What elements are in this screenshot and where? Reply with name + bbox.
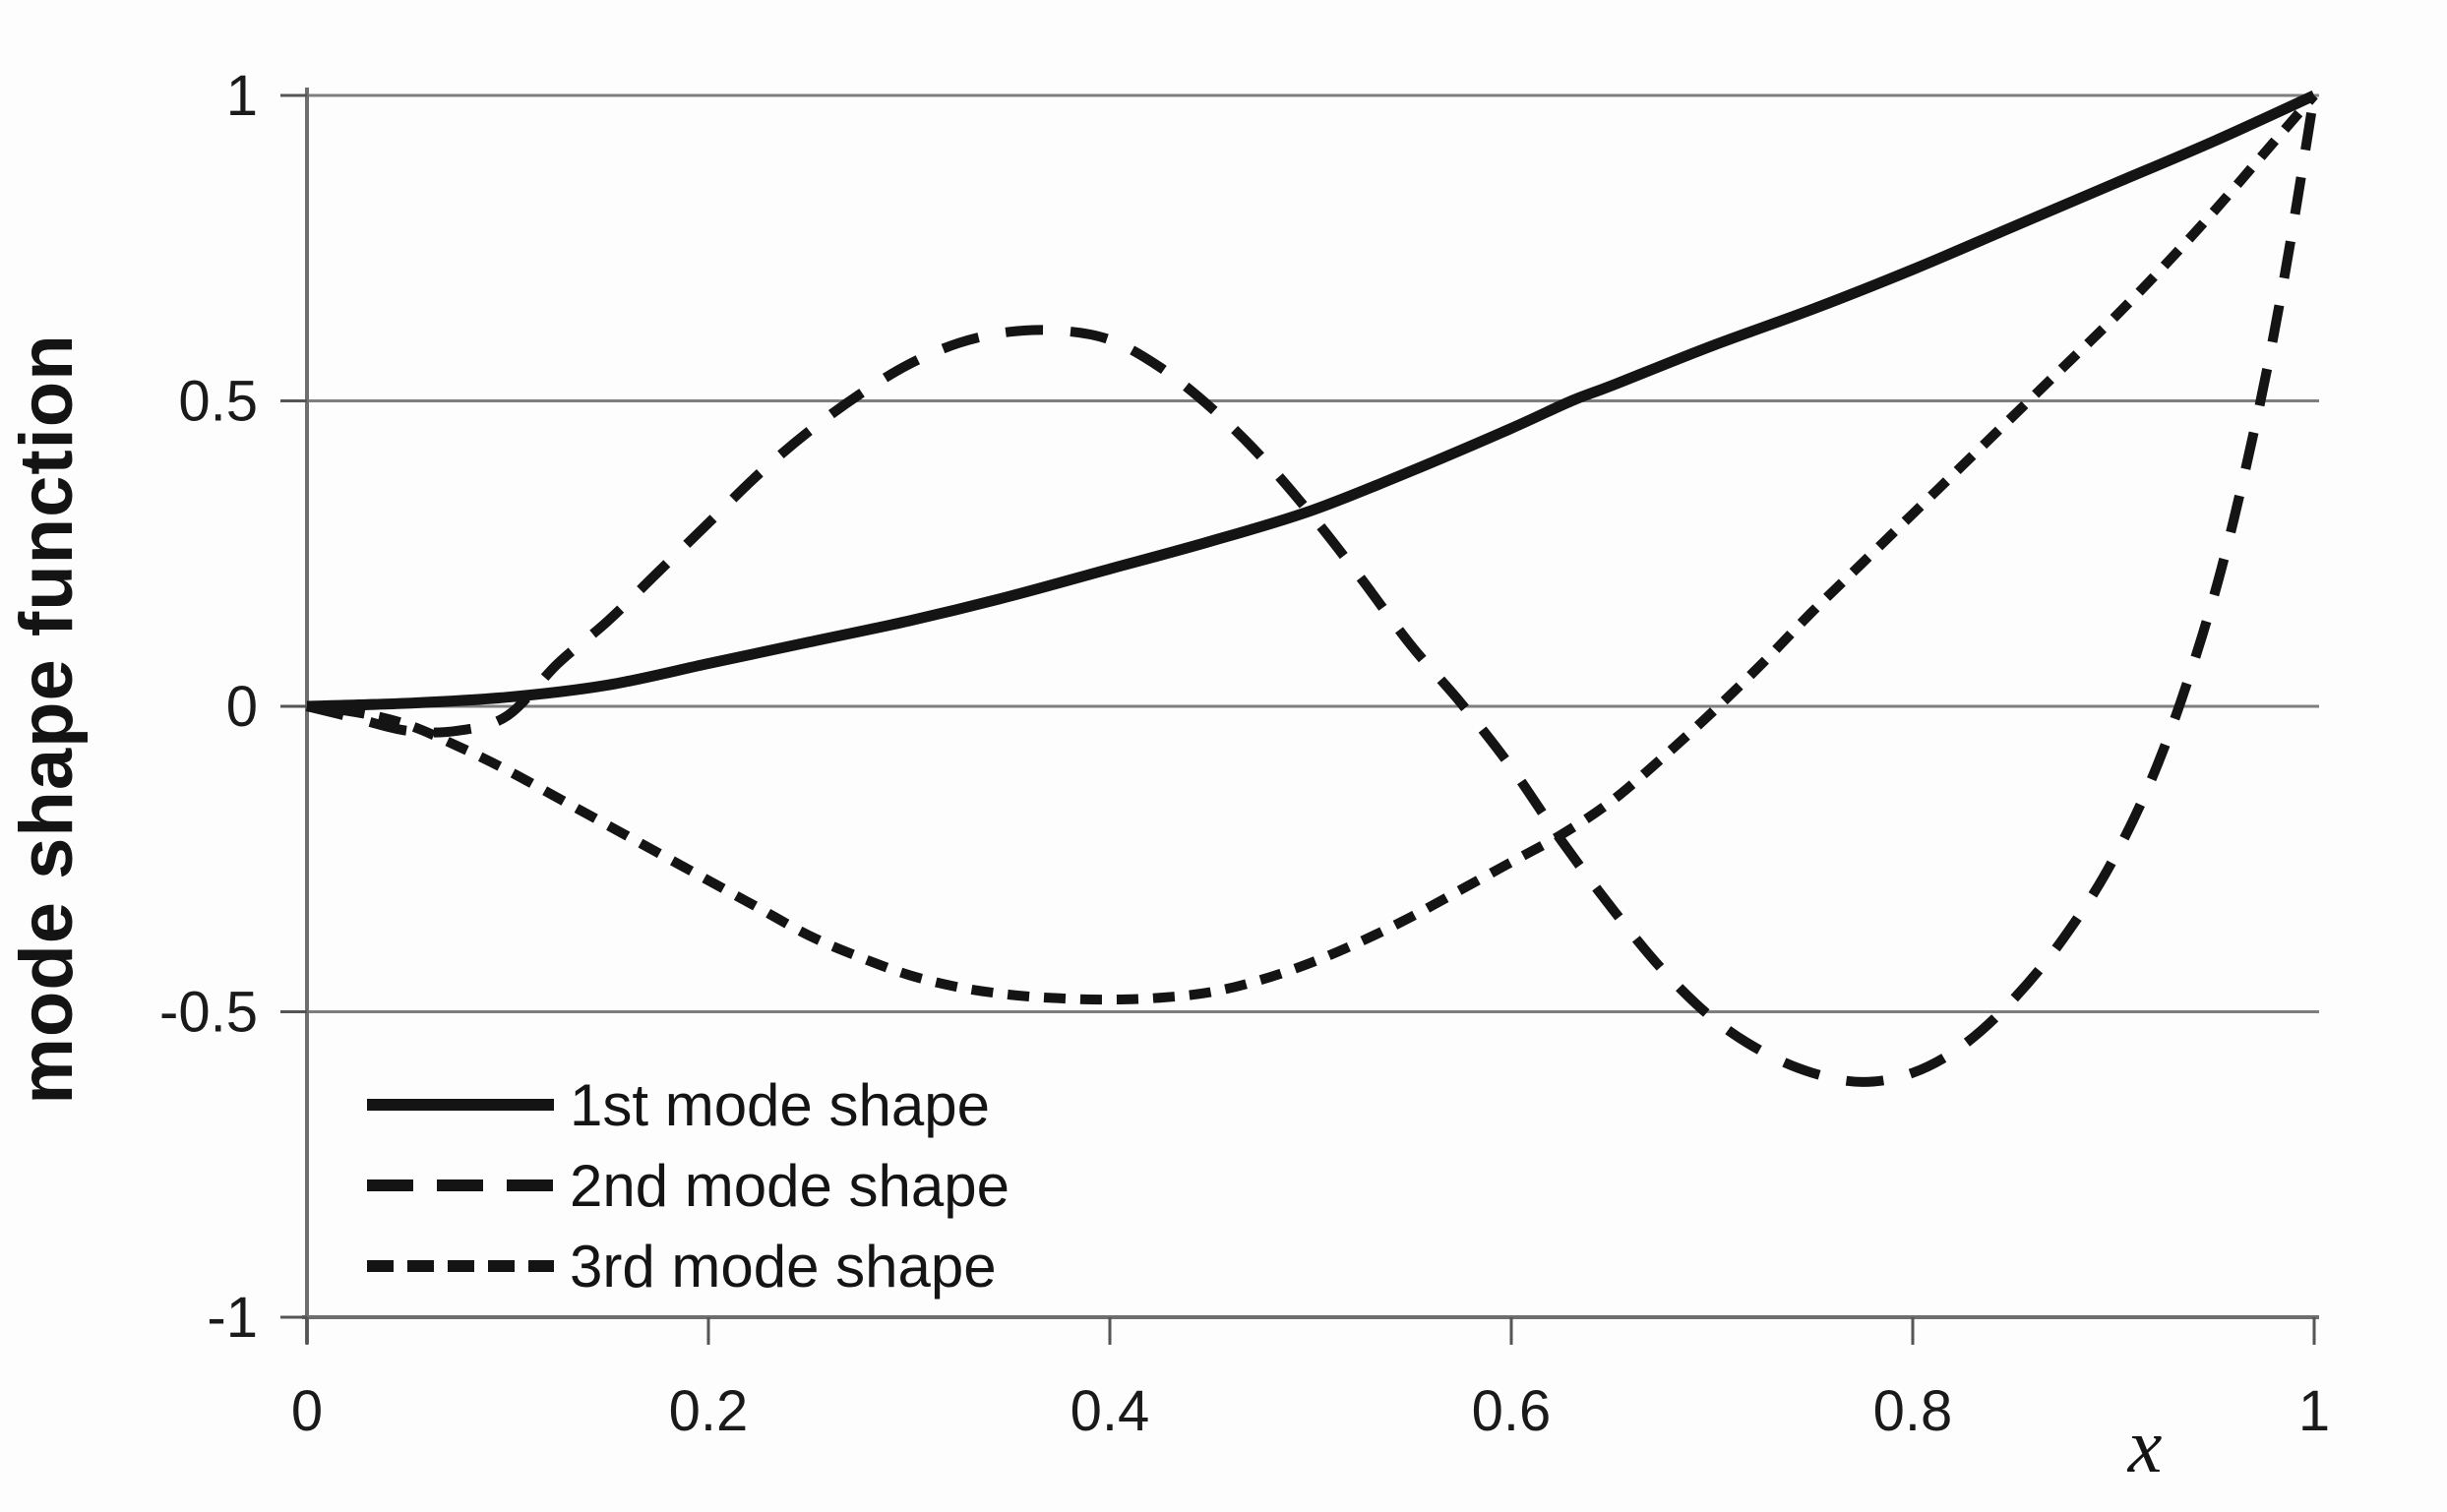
legend-item: 1st mode shape xyxy=(367,1064,1009,1145)
x-tick-label: 1 xyxy=(2298,1379,2330,1443)
x-tick-label: 0.8 xyxy=(1873,1379,1953,1443)
legend-item-label: 3rd mode shape xyxy=(570,1233,997,1300)
x-tick-label: 0.6 xyxy=(1472,1379,1552,1443)
legend-item-label: 1st mode shape xyxy=(570,1071,990,1138)
long-dash-line-sample-icon xyxy=(367,1179,554,1191)
legend-item: 3rd mode shape xyxy=(367,1226,1009,1306)
x-tick-label: 0.2 xyxy=(669,1379,749,1443)
series-curve-long-dash xyxy=(305,94,2319,1087)
y-tick-label: 0.5 xyxy=(178,370,258,434)
y-tick-label: 0 xyxy=(226,675,258,739)
chart-legend: 1st mode shape 2nd mode shape 3rd mode s… xyxy=(367,1064,1009,1306)
series-curve-short-dash xyxy=(306,91,2318,1005)
series-curve-solid xyxy=(306,91,2317,712)
tick-labels: 1 0.5 0 -0.5 -1 0 0.2 0.4 0.6 0.8 1 xyxy=(159,64,2330,1443)
y-tick-label: -0.5 xyxy=(159,981,258,1045)
gridlines xyxy=(307,93,2319,1013)
y-tick-label: 1 xyxy=(226,64,258,128)
y-axis-title: mode shape function xyxy=(5,333,89,1105)
legend-item-label: 2nd mode shape xyxy=(570,1152,1010,1219)
legend-item: 2nd mode shape xyxy=(367,1145,1009,1226)
solid-line-sample-icon xyxy=(367,1099,554,1111)
x-tick-label: 0.4 xyxy=(1071,1379,1150,1443)
short-dash-line-sample-icon xyxy=(367,1260,554,1272)
x-axis-title: x xyxy=(2127,1403,2163,1488)
y-tick-label: -1 xyxy=(207,1286,258,1350)
x-tick-label: 0 xyxy=(291,1379,323,1443)
axes xyxy=(302,88,2319,1344)
curves xyxy=(305,91,2319,1087)
axis-ticks xyxy=(280,93,2316,1345)
